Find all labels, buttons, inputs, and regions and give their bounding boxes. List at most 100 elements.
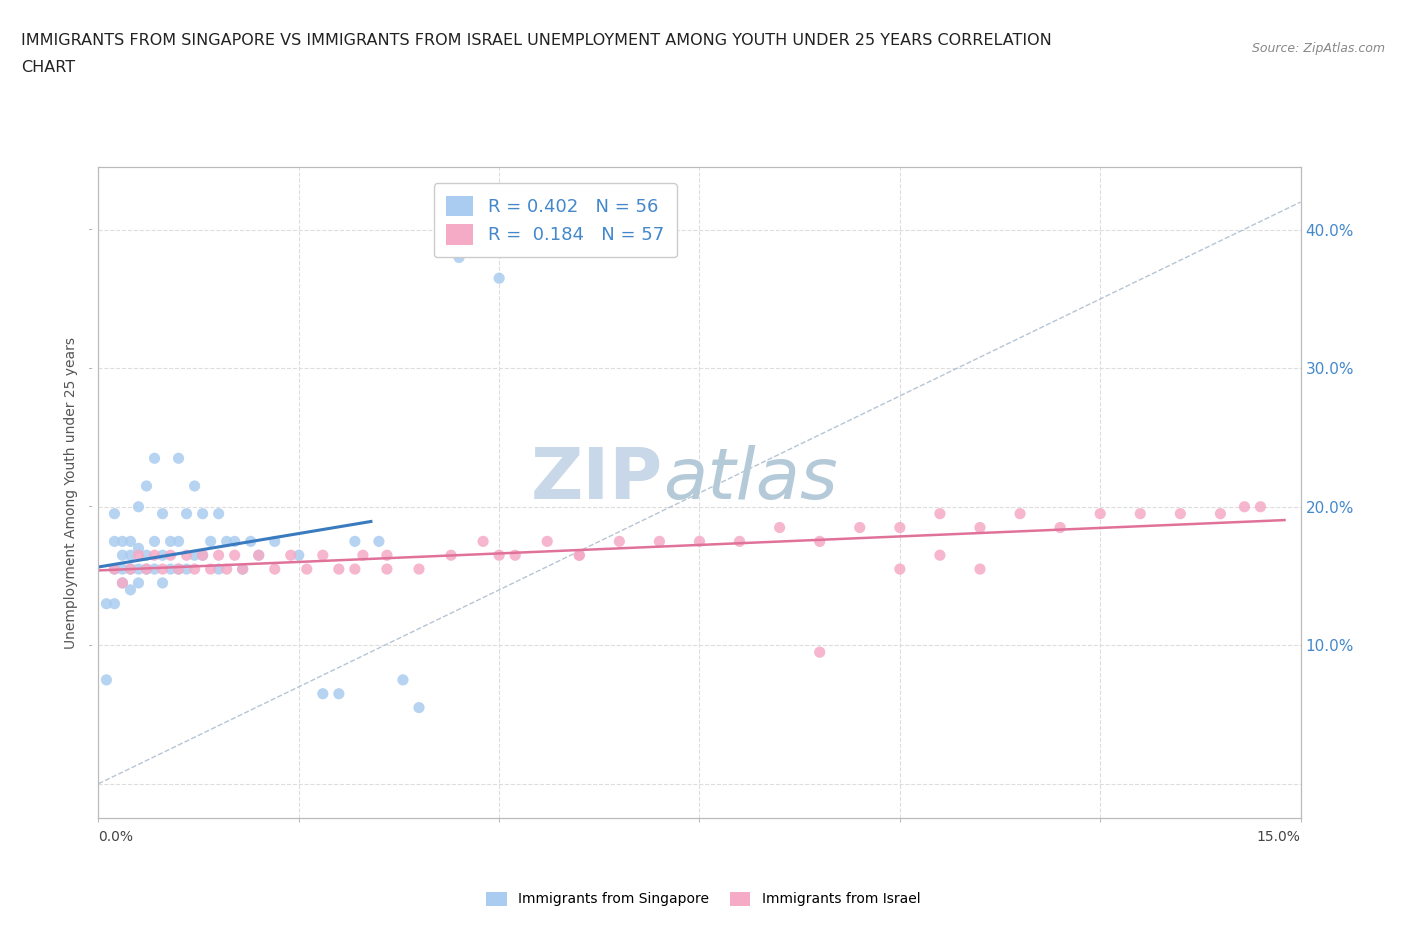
Point (120, 562, 142, 577)
Point (224, 534, 246, 549)
Point (728, 534, 751, 549)
Point (200, 562, 222, 577)
Point (120, 534, 142, 549)
Point (135, 562, 157, 577)
Point (1170, 506, 1192, 521)
Point (143, 534, 166, 549)
Point (208, 548, 231, 563)
Text: 15.0%: 15.0% (1257, 830, 1301, 844)
Point (143, 548, 166, 563)
Text: Source: ZipAtlas.com: Source: ZipAtlas.com (1251, 42, 1385, 55)
Point (1233, 499, 1256, 514)
Point (159, 534, 181, 549)
Point (191, 506, 214, 521)
Point (128, 499, 150, 514)
Point (176, 548, 198, 563)
Point (152, 548, 174, 563)
Point (328, 562, 350, 577)
Point (1049, 520, 1071, 535)
Point (375, 562, 398, 577)
Point (312, 686, 335, 701)
Point (343, 562, 366, 577)
Point (239, 534, 262, 549)
Point (929, 548, 952, 563)
Point (689, 534, 711, 549)
Point (1209, 506, 1232, 521)
Point (135, 562, 157, 577)
Point (208, 506, 231, 521)
Point (111, 534, 134, 549)
Point (96, 672, 118, 687)
Point (183, 479, 205, 494)
Point (128, 548, 150, 563)
Point (808, 644, 831, 659)
Point (120, 582, 142, 597)
Point (111, 562, 134, 577)
Point (849, 520, 872, 535)
Point (103, 562, 125, 577)
Point (232, 562, 254, 577)
Point (159, 548, 181, 563)
Point (96, 596, 118, 611)
Point (969, 562, 991, 577)
Point (215, 534, 238, 549)
Point (103, 506, 125, 521)
Point (1010, 506, 1032, 521)
Point (352, 548, 374, 563)
Point (1088, 506, 1111, 521)
Point (167, 562, 190, 577)
Text: CHART: CHART (21, 60, 75, 75)
Point (152, 506, 174, 521)
Point (1250, 499, 1272, 514)
Point (889, 562, 911, 577)
Point (288, 548, 311, 563)
Point (648, 534, 671, 549)
Point (568, 548, 591, 563)
Text: atlas: atlas (664, 445, 838, 514)
Point (392, 672, 415, 687)
Point (368, 534, 391, 549)
Point (447, 250, 470, 265)
Legend: Immigrants from Singapore, Immigrants from Israel: Immigrants from Singapore, Immigrants fr… (481, 886, 925, 912)
Point (536, 534, 558, 549)
Point (408, 562, 430, 577)
Point (312, 548, 335, 563)
Point (103, 562, 125, 577)
Y-axis label: Unemployment Among Youth under 25 years: Unemployment Among Youth under 25 years (65, 337, 79, 649)
Point (375, 548, 398, 563)
Point (232, 562, 254, 577)
Point (152, 576, 174, 591)
Point (128, 562, 150, 577)
Point (111, 548, 134, 563)
Text: ZIP: ZIP (531, 445, 664, 514)
Point (183, 562, 205, 577)
Point (224, 548, 246, 563)
Point (263, 534, 285, 549)
Point (503, 548, 526, 563)
Point (128, 576, 150, 591)
Point (1129, 506, 1152, 521)
Point (152, 562, 174, 577)
Point (120, 548, 142, 563)
Point (215, 562, 238, 577)
Point (247, 548, 270, 563)
Legend: R = 0.402   N = 56, R =  0.184   N = 57: R = 0.402 N = 56, R = 0.184 N = 57 (433, 183, 676, 258)
Point (167, 562, 190, 577)
Point (295, 562, 318, 577)
Point (103, 596, 125, 611)
Point (408, 700, 430, 715)
Point (609, 534, 631, 549)
Point (183, 548, 205, 563)
Text: 0.0%: 0.0% (98, 830, 134, 844)
Point (769, 520, 792, 535)
Point (143, 451, 166, 466)
Point (143, 562, 166, 577)
Point (440, 548, 463, 563)
Point (111, 576, 134, 591)
Point (969, 520, 991, 535)
Point (159, 562, 181, 577)
Point (328, 686, 350, 701)
Point (128, 541, 150, 556)
Point (488, 271, 510, 286)
Point (929, 506, 952, 521)
